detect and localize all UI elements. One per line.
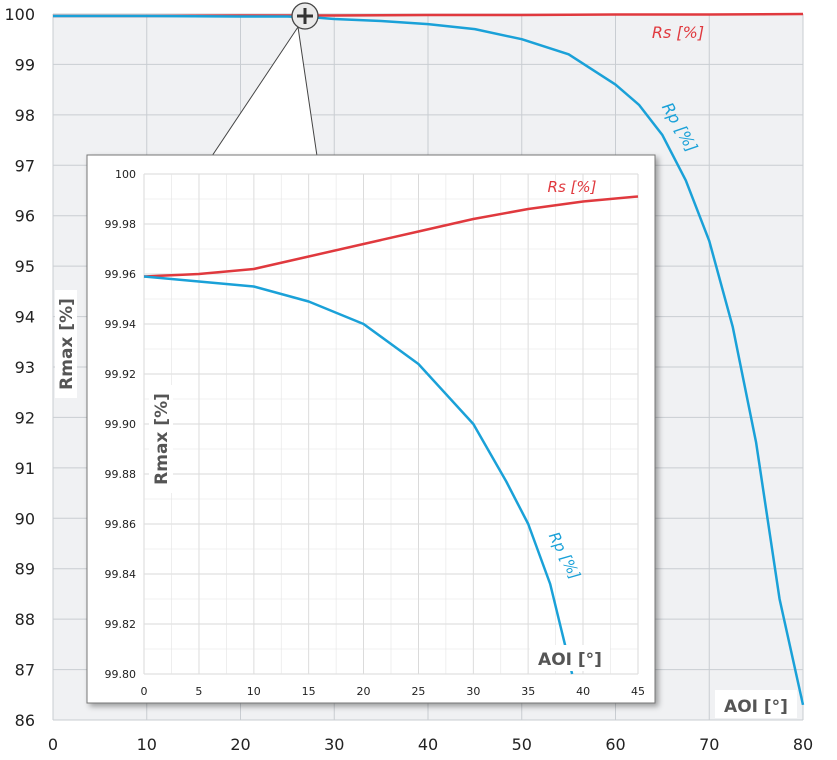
main-series-label: Rs [%]: [652, 23, 704, 42]
main-y-tick-label: 89: [15, 560, 35, 579]
main-x-tick-label: 0: [48, 735, 58, 754]
inset-y-tick-label: 99.92: [105, 368, 137, 381]
inset-series-line: [143, 195, 639, 278]
main-y-axis-label: Rmax [%]: [57, 298, 77, 390]
main-y-tick-label: 92: [15, 408, 35, 427]
inset-y-tick-label: 100: [115, 168, 136, 181]
main-y-tick-labels: 86 87 88 89 90 91 92 93 94 95 96 97 98 99 100: [4, 5, 35, 730]
main-x-tick-labels: 0 10 20 30 40 50 60 70 80: [48, 735, 813, 754]
inset-series-label: Rs [%]: [548, 178, 597, 196]
main-y-tick-label: 90: [15, 509, 35, 528]
inset-series-line: [143, 275, 574, 675]
inset-y-axis-label: Rmax [%]: [152, 393, 172, 485]
inset-x-tick-label: 0: [141, 685, 148, 698]
inset-y-tick-label: 99.84: [105, 568, 137, 581]
inset-y-tick-label: 99.80: [105, 668, 137, 681]
inset-x-tick-label: 40: [576, 685, 590, 698]
inset-x-tick-labels: 0 5 10 15 20 25 30 35 40 45: [141, 685, 646, 698]
inset-y-tick-label: 99.88: [105, 468, 137, 481]
main-y-tick-label: 96: [15, 207, 35, 226]
inset-y-tick-label: 99.90: [105, 418, 137, 431]
inset-y-tick-label: 99.96: [105, 268, 137, 281]
main-x-axis-label: AOI [°]: [724, 697, 788, 717]
main-ylabel-box: [55, 290, 77, 398]
main-y-tick-label: 99: [15, 55, 35, 74]
inset-panel: Rs [%]Rp [%] 99.8099.8299.8499.8699.8899…: [86, 154, 656, 704]
inset-x-axis-label: AOI [°]: [538, 650, 602, 670]
inset-y-tick-label: 99.94: [105, 318, 137, 331]
inset-y-tick-label: 99.86: [105, 518, 137, 531]
inset-x-tick-label: 5: [195, 685, 202, 698]
main-y-tick-label: 86: [15, 711, 35, 730]
inset-x-tick-label: 15: [302, 685, 316, 698]
inset-ylabel-box: [149, 385, 173, 493]
inset-x-tick-label: 35: [521, 685, 535, 698]
inset-x-tick-label: 30: [466, 685, 480, 698]
main-y-tick-label: 97: [15, 156, 35, 175]
main-x-tick-label: 20: [230, 735, 250, 754]
main-x-tick-label: 70: [699, 735, 719, 754]
inset-x-tick-label: 20: [357, 685, 371, 698]
main-y-tick-label: 87: [15, 661, 35, 680]
main-x-tick-label: 60: [605, 735, 625, 754]
main-x-tick-label: 30: [324, 735, 344, 754]
inset-x-tick-label: 10: [247, 685, 261, 698]
inset-xlabel-box: [530, 645, 610, 671]
zoom-marker: [291, 2, 319, 30]
main-y-tick-label: 98: [15, 106, 35, 125]
main-y-tick-label: 95: [15, 257, 35, 276]
inset-x-tick-label: 25: [411, 685, 425, 698]
main-xlabel-box: [715, 690, 797, 718]
inset-y-tick-labels: 99.80 99.82 99.84 99.86 99.88 99.90 99.92 99.94…: [105, 168, 137, 681]
main-y-tick-label: 94: [15, 308, 35, 327]
inset-x-tick-label: 45: [631, 685, 645, 698]
main-x-tick-label: 80: [793, 735, 813, 754]
main-y-tick-label: 100: [4, 5, 35, 24]
main-x-tick-label: 10: [137, 735, 157, 754]
main-y-tick-label: 93: [15, 358, 35, 377]
inset-grid: [143, 173, 639, 675]
main-y-tick-label: 91: [15, 459, 35, 478]
main-y-tick-label: 88: [15, 610, 35, 629]
main-x-tick-label: 40: [418, 735, 438, 754]
main-x-tick-label: 50: [512, 735, 532, 754]
inset-y-tick-label: 99.98: [105, 218, 137, 231]
inset-y-tick-label: 99.82: [105, 618, 137, 631]
